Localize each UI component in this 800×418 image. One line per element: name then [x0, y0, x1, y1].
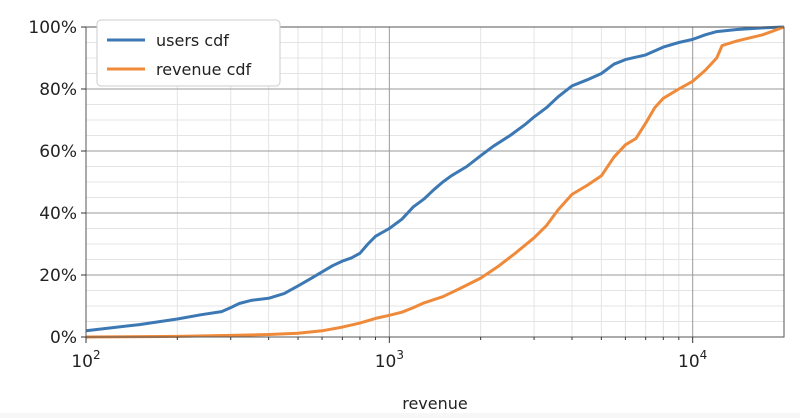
series-layer — [85, 25, 785, 339]
x-tick-label: 103 — [375, 348, 404, 372]
legend-label: revenue cdf — [156, 60, 252, 79]
legend: users cdf revenue cdf — [96, 19, 281, 87]
x-tick-label: 104 — [678, 348, 707, 372]
series-line-users-cdf — [85, 25, 785, 333]
y-tick-label: 0% — [50, 328, 77, 348]
x-tick-label: 102 — [71, 348, 100, 372]
y-tick-label: 20% — [39, 266, 77, 286]
x-axis: 102 103 104 — [71, 337, 707, 372]
y-tick-label: 80% — [39, 80, 77, 100]
series-line-revenue-cdf — [85, 25, 785, 339]
y-tick-label: 60% — [39, 142, 77, 162]
legend-label: users cdf — [156, 31, 229, 50]
x-axis-label: revenue — [402, 394, 468, 413]
plot-frame — [85, 26, 785, 338]
y-tick-label: 100% — [28, 18, 77, 38]
y-axis: 0% 20% 40% 60% 80% 100% — [28, 18, 86, 348]
y-tick-label: 40% — [39, 204, 77, 224]
